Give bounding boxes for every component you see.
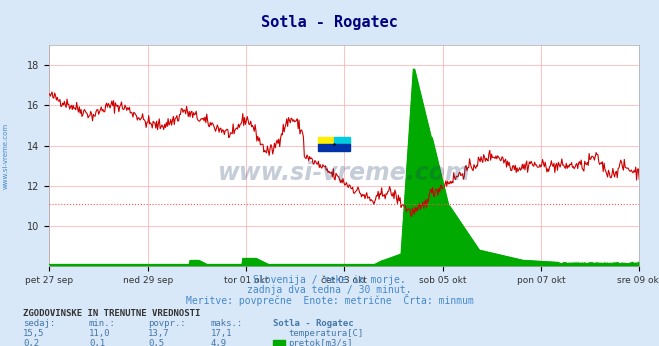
Bar xyxy=(334,144,350,151)
Text: zadnja dva tedna / 30 minut.: zadnja dva tedna / 30 minut. xyxy=(247,285,412,294)
Text: 11,0: 11,0 xyxy=(89,329,111,338)
Bar xyxy=(318,137,334,144)
Text: povpr.:: povpr.: xyxy=(148,319,186,328)
Text: 17,1: 17,1 xyxy=(211,329,233,338)
Text: 0,5: 0,5 xyxy=(148,339,164,346)
Bar xyxy=(334,137,350,144)
Text: www.si-vreme.com: www.si-vreme.com xyxy=(2,122,9,189)
Text: Sotla - Rogatec: Sotla - Rogatec xyxy=(273,319,354,328)
Text: 0,2: 0,2 xyxy=(23,339,39,346)
Text: 13,7: 13,7 xyxy=(148,329,170,338)
Text: pretok[m3/s]: pretok[m3/s] xyxy=(288,339,353,346)
Text: Meritve: povprečne  Enote: metrične  Črta: minmum: Meritve: povprečne Enote: metrične Črta:… xyxy=(186,294,473,306)
Text: temperatura[C]: temperatura[C] xyxy=(288,329,363,338)
Text: Sotla - Rogatec: Sotla - Rogatec xyxy=(261,15,398,30)
Text: maks.:: maks.: xyxy=(211,319,243,328)
Bar xyxy=(273,330,285,338)
Text: www.si-vreme.com: www.si-vreme.com xyxy=(218,162,471,185)
Text: ZGODOVINSKE IN TRENUTNE VREDNOSTI: ZGODOVINSKE IN TRENUTNE VREDNOSTI xyxy=(23,309,200,318)
Bar xyxy=(318,144,334,151)
Text: 4,9: 4,9 xyxy=(211,339,227,346)
Text: 15,5: 15,5 xyxy=(23,329,45,338)
Text: min.:: min.: xyxy=(89,319,116,328)
Text: Slovenija / reke in morje.: Slovenija / reke in morje. xyxy=(253,275,406,284)
Text: 0,1: 0,1 xyxy=(89,339,105,346)
Text: sedaj:: sedaj: xyxy=(23,319,55,328)
